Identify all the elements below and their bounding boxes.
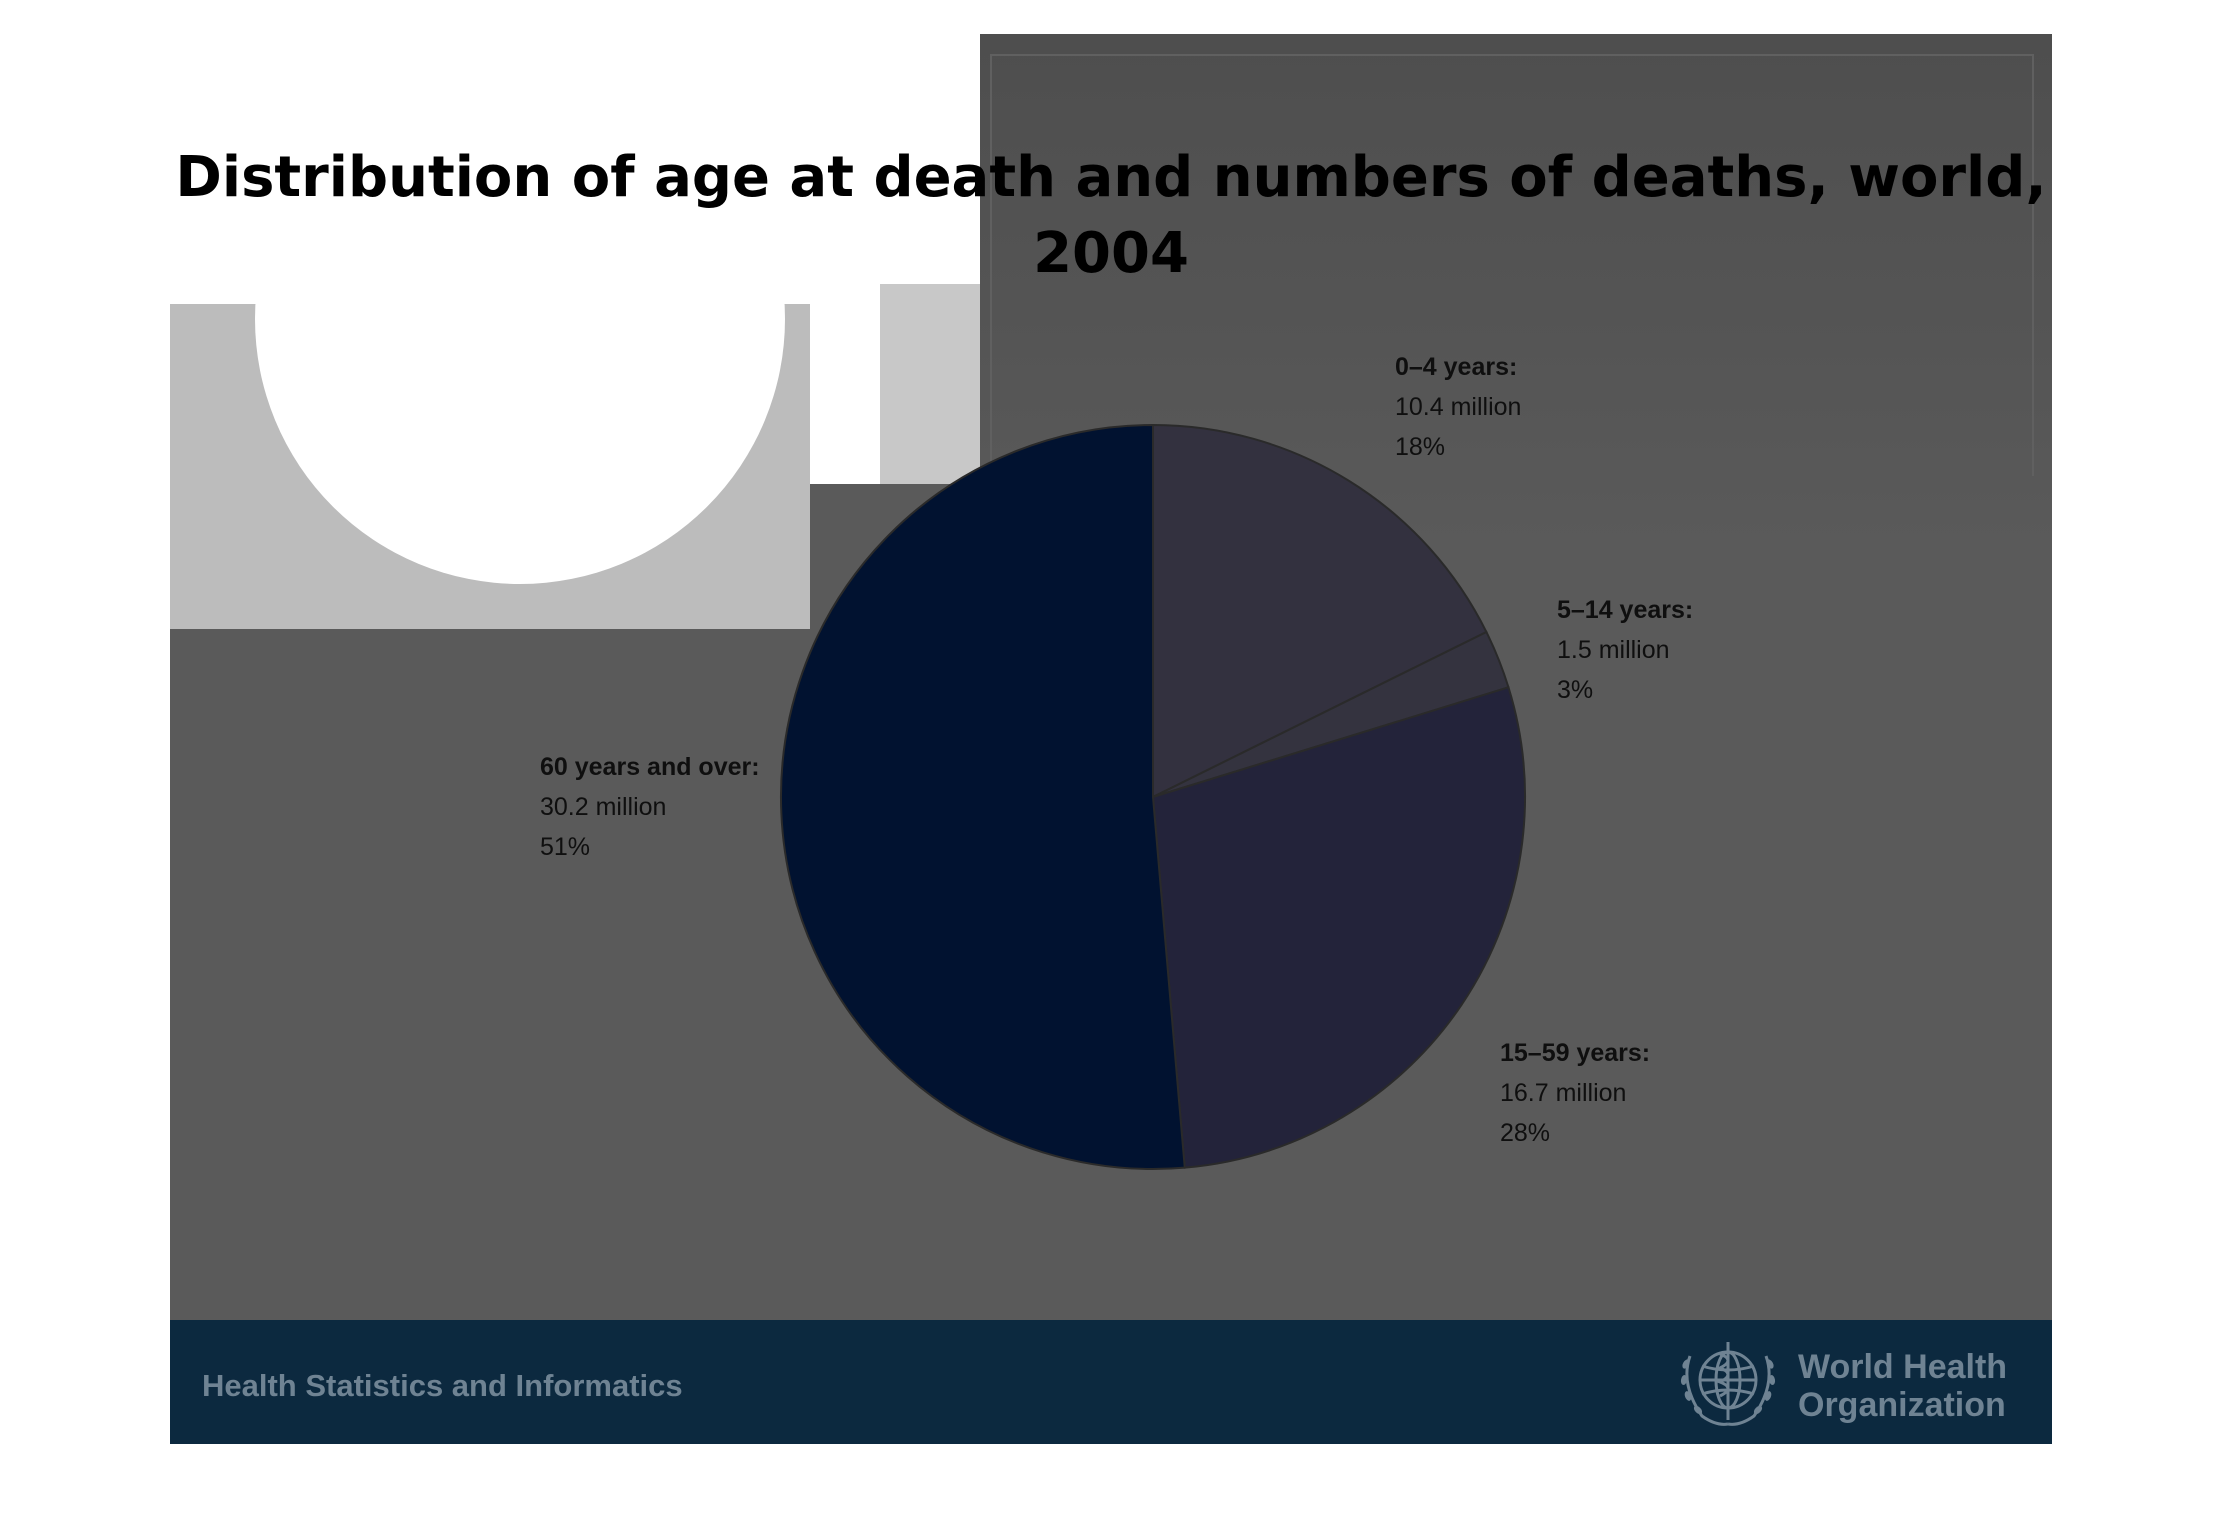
- slice-label-value: 1.5 million: [1557, 636, 1670, 664]
- slice-label-5-14: 5–14 years: 1.5 million 3%: [1557, 590, 1693, 710]
- slice-label-heading: 5–14 years:: [1557, 596, 1694, 624]
- pie-slices: [780, 423, 1526, 1170]
- slice-label-heading: 0–4 years:: [1395, 353, 1518, 381]
- cutout-circle: [255, 54, 785, 584]
- slice-label-heading: 60 years and over:: [540, 753, 760, 781]
- chart-title: Distribution of age at death and numbers…: [175, 145, 2047, 286]
- slide-background: [170, 34, 2052, 1444]
- who-name-line1: World Health: [1798, 1348, 2008, 1386]
- who-name-line2: Organization: [1798, 1386, 2006, 1424]
- slice-label-heading: 15–59 years:: [1500, 1039, 1651, 1067]
- slice-label-value: 16.7 million: [1500, 1079, 1627, 1107]
- slice-label-percent: 51%: [540, 833, 591, 861]
- pie-slice-15-59: [1151, 686, 1526, 1169]
- cutout-grey-small: [880, 284, 980, 484]
- slice-label-percent: 3%: [1557, 676, 1594, 704]
- slice-label-percent: 18%: [1395, 433, 1446, 461]
- slide-frame: [990, 54, 2034, 476]
- slice-label-value: 30.2 million: [540, 793, 667, 821]
- footer-bar: Health Statistics and Informatics World …: [170, 1320, 2052, 1444]
- slice-label-percent: 28%: [1500, 1119, 1551, 1147]
- footer-department: Health Statistics and Informatics: [202, 1368, 683, 1403]
- slice-label-15-59: 15–59 years: 16.7 million 28%: [1500, 1033, 1650, 1153]
- slice-label-60-plus: 60 years and over: 30.2 million 51%: [540, 747, 760, 867]
- pie-slice-60-plus: [780, 423, 1186, 1170]
- cutout-white-small: [810, 304, 880, 484]
- pie-slice-0-4: [1152, 423, 1488, 799]
- who-organization-name: World Health Organization: [1798, 1348, 2007, 1424]
- slice-label-0-4: 0–4 years: 10.4 million 18%: [1395, 347, 1521, 467]
- who-emblem-icon: [1680, 1342, 1776, 1426]
- slice-label-value: 10.4 million: [1395, 393, 1522, 421]
